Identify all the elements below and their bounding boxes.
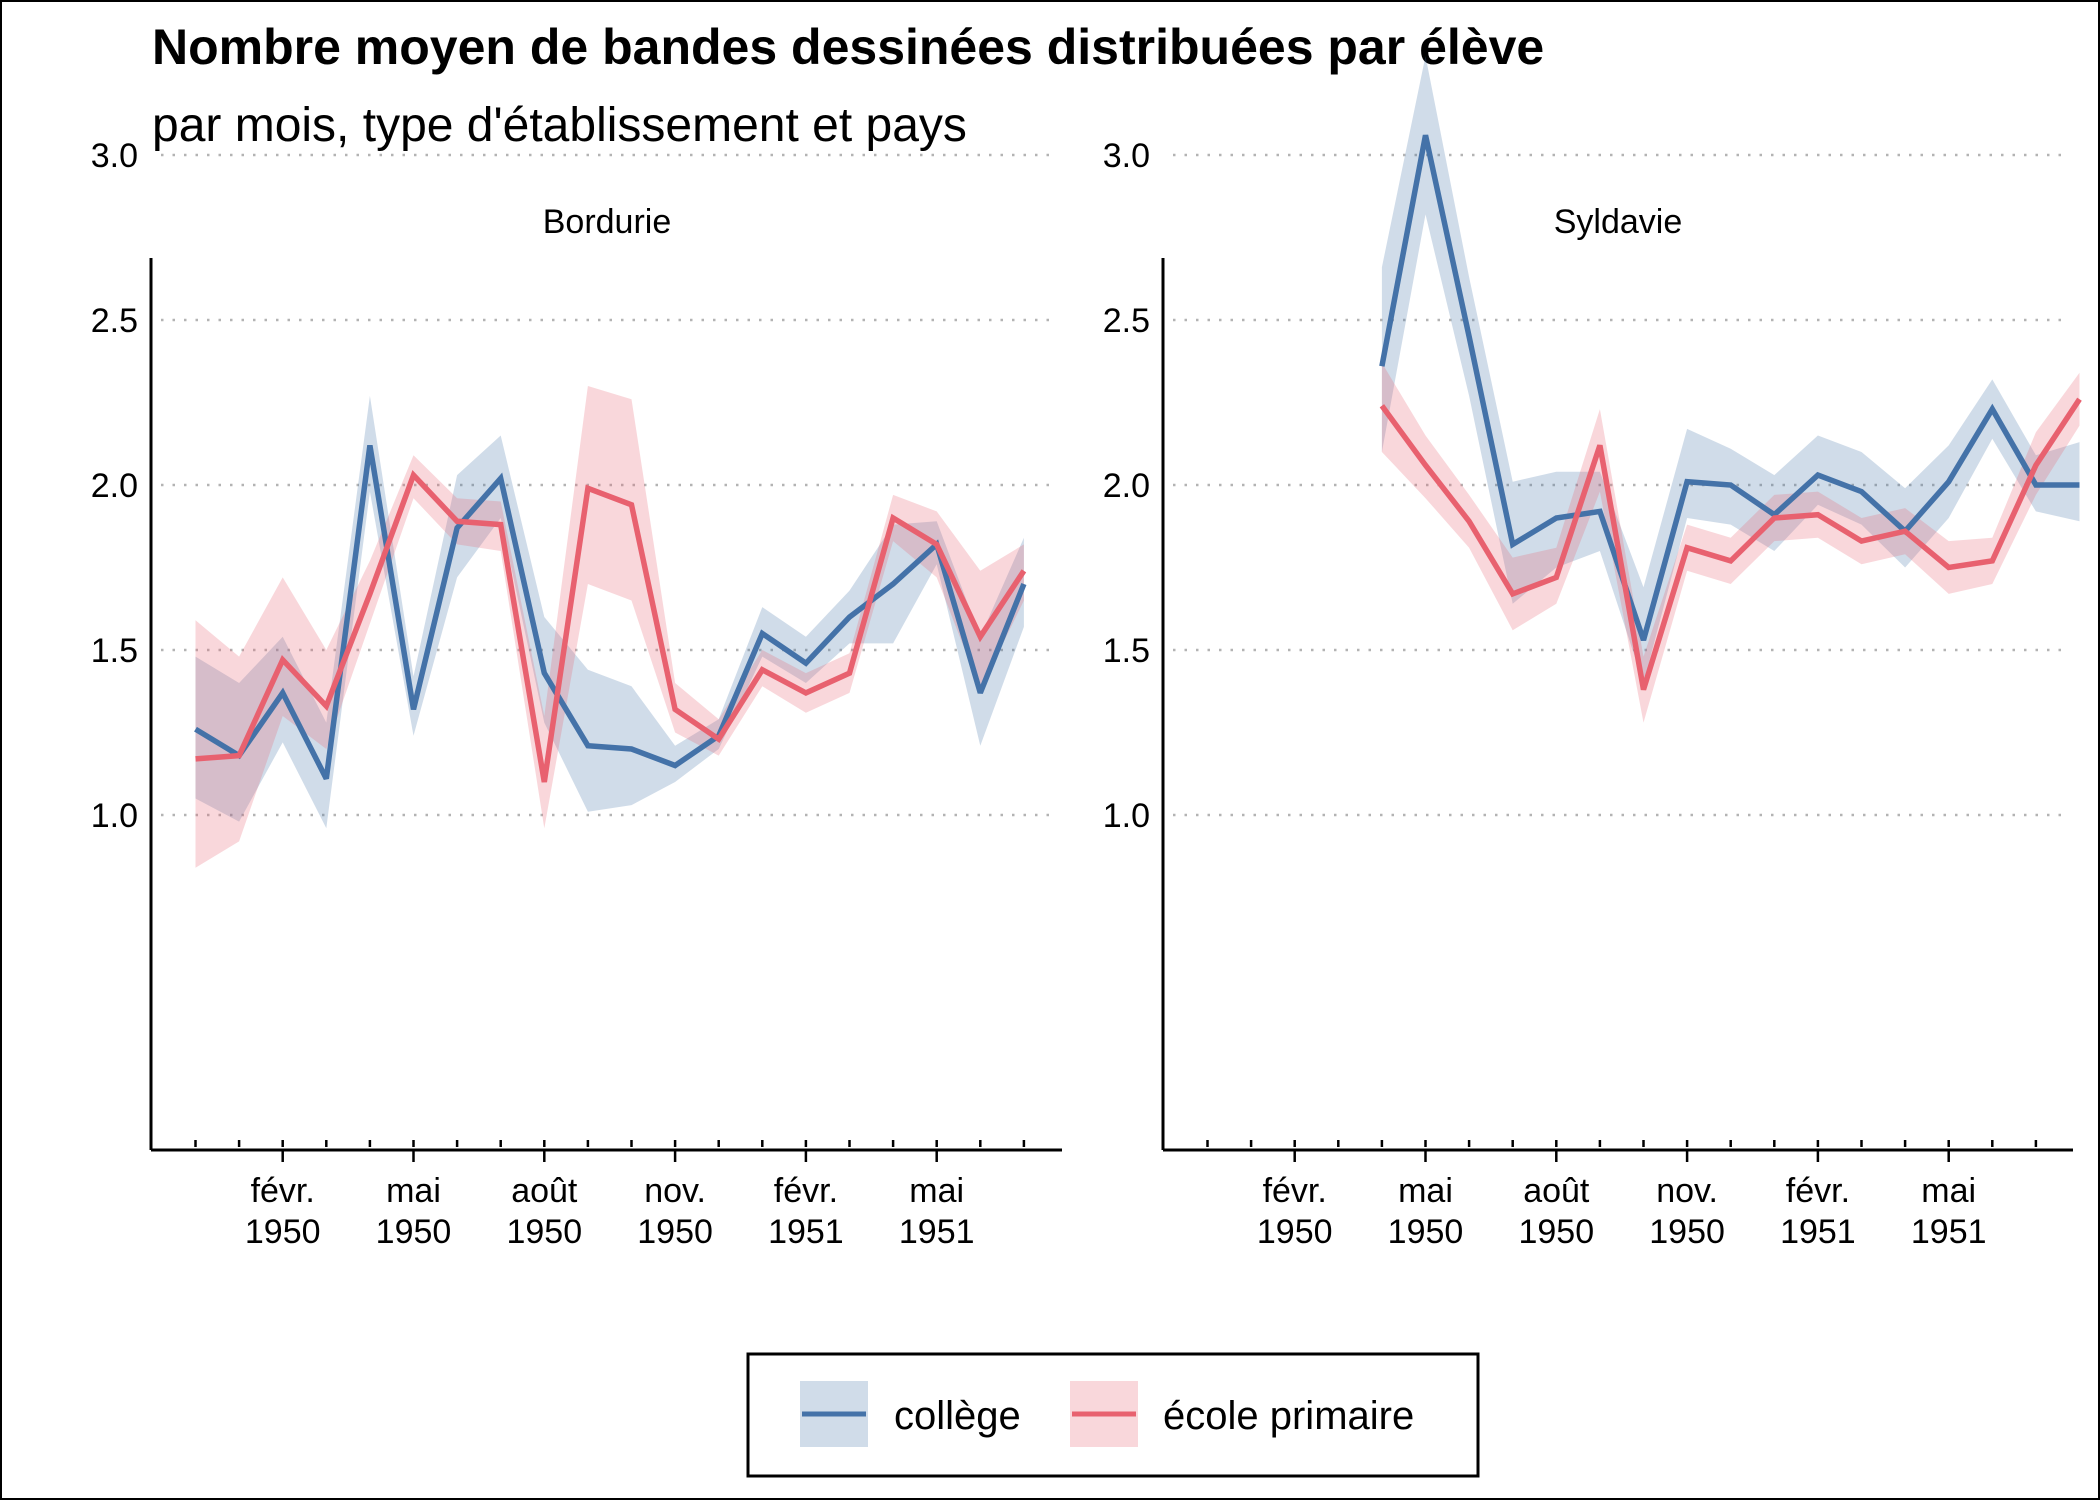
confidence-bands — [1381, 56, 2080, 723]
x-tick-label-month: févr. — [251, 1172, 315, 1210]
x-tick-label-month: nov. — [644, 1172, 706, 1210]
x-tick-label-year: 1951 — [899, 1213, 975, 1251]
line-ecole-primaire — [1379, 397, 2082, 691]
legend-item-college: collège — [800, 1381, 1021, 1447]
band-college — [1381, 56, 2080, 683]
series-lines — [194, 444, 1027, 783]
x-tick-label-year: 1950 — [1388, 1213, 1464, 1251]
chart-title: Nombre moyen de bandes dessinées distrib… — [152, 19, 1544, 75]
panel-bordurie: Bordurie 1.01.52.02.53.0févr.1950mai1950… — [91, 137, 1062, 1251]
axes: 1.01.52.02.53.0févr.1950mai1950août1950n… — [91, 137, 1062, 1251]
y-tick-label: 1.0 — [1103, 797, 1150, 835]
x-tick-label-year: 1951 — [768, 1213, 844, 1251]
y-tick-label: 1.5 — [91, 632, 138, 670]
x-tick-label-month: août — [1523, 1172, 1590, 1210]
band-ecole-primaire — [1381, 362, 2080, 723]
x-tick-label-year: 1950 — [637, 1213, 713, 1251]
x-tick-label-month: févr. — [1263, 1172, 1327, 1210]
y-tick-label: 1.5 — [1103, 632, 1150, 670]
y-tick-label: 2.0 — [1103, 467, 1150, 505]
panel-strip-label: Syldavie — [1554, 203, 1683, 241]
legend-item-ecole-primaire: école primaire — [1070, 1381, 1414, 1447]
x-tick-label-month: mai — [909, 1172, 964, 1210]
x-tick-label-month: févr. — [1786, 1172, 1850, 1210]
x-tick-label-month: mai — [1398, 1172, 1453, 1210]
panel-syldavie: Syldavie 1.01.52.02.53.0févr.1950mai1950… — [1103, 56, 2082, 1251]
x-tick-label-month: mai — [1921, 1172, 1976, 1210]
panel-strip-label: Bordurie — [543, 203, 672, 241]
x-tick-label-month: août — [511, 1172, 578, 1210]
line-college — [194, 444, 1027, 780]
y-tick-label: 3.0 — [91, 137, 138, 175]
y-tick-label: 2.5 — [91, 302, 138, 340]
axes: 1.01.52.02.53.0févr.1950mai1950août1950n… — [1103, 137, 2073, 1251]
series-lines — [1379, 134, 2082, 691]
x-tick-label-year: 1950 — [1518, 1213, 1594, 1251]
x-tick-label-year: 1950 — [1649, 1213, 1725, 1251]
legend: collège école primaire — [746, 1352, 1480, 1478]
x-tick-label-year: 1951 — [1911, 1213, 1987, 1251]
y-tick-label: 2.5 — [1103, 302, 1150, 340]
x-tick-label-month: mai — [386, 1172, 441, 1210]
y-tick-label: 3.0 — [1103, 137, 1150, 175]
x-tick-label-year: 1950 — [1257, 1213, 1333, 1251]
x-tick-label-year: 1950 — [376, 1213, 452, 1251]
x-tick-label-year: 1950 — [245, 1213, 321, 1251]
confidence-bands — [195, 386, 1024, 868]
legend-label: collège — [894, 1394, 1021, 1438]
x-tick-label-year: 1950 — [506, 1213, 582, 1251]
x-tick-label-year: 1951 — [1780, 1213, 1856, 1251]
y-tick-label: 2.0 — [91, 467, 138, 505]
legend-label: école primaire — [1163, 1394, 1414, 1438]
line-ecole-primaire — [195, 469, 1027, 783]
y-tick-label: 1.0 — [91, 797, 138, 835]
x-tick-label-month: févr. — [774, 1172, 838, 1210]
line-college — [1379, 134, 2080, 641]
chart-subtitle: par mois, type d'établissement et pays — [152, 99, 967, 152]
x-tick-label-month: nov. — [1656, 1172, 1718, 1210]
